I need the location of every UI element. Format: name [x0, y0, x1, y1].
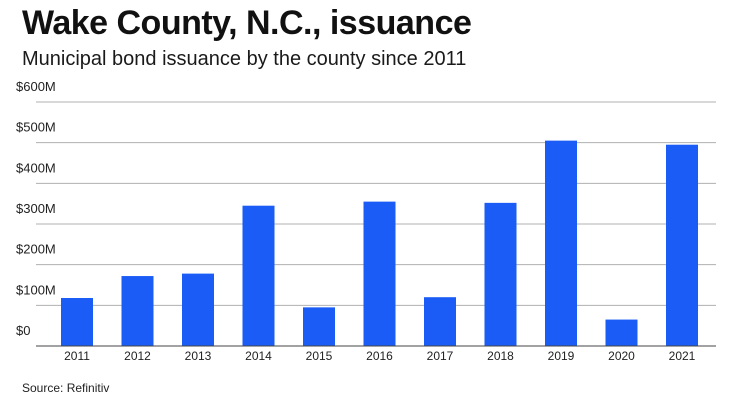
bar-2016 — [363, 201, 396, 346]
y-tick-label: $400M — [16, 160, 56, 175]
y-axis-labels: $0 $100M $200M $300M $400M $500M $600M — [16, 79, 56, 338]
chart-subtitle: Municipal bond issuance by the county si… — [22, 48, 467, 70]
bar-2012 — [121, 276, 154, 346]
y-tick-label: $0 — [16, 323, 30, 338]
x-tick-label: 2016 — [366, 349, 393, 363]
y-tick-label: $100M — [16, 282, 56, 297]
bars — [61, 140, 698, 346]
bar-2021 — [666, 144, 698, 346]
bar-2019 — [545, 140, 577, 346]
x-tick-label: 2013 — [185, 349, 212, 363]
x-tick-label: 2019 — [548, 349, 575, 363]
x-tick-label: 2020 — [608, 349, 635, 363]
chart-title: Wake County, N.C., issuance — [22, 4, 472, 42]
x-tick-label: 2015 — [306, 349, 333, 363]
x-tick-label: 2018 — [487, 349, 514, 363]
x-tick-label: 2017 — [427, 349, 454, 363]
bar-2017 — [424, 297, 456, 346]
y-tick-label: $300M — [16, 201, 56, 216]
y-tick-label: $200M — [16, 242, 56, 257]
x-tick-label: 2014 — [245, 349, 272, 363]
y-tick-label: $500M — [16, 120, 56, 135]
bar-2018 — [484, 202, 517, 346]
bar-2020 — [605, 319, 638, 346]
source-note: Source: Refinitiv — [22, 381, 110, 395]
x-axis-labels: 2011 2012 2013 2014 2015 2016 2017 2018 2019 2020… — [64, 349, 696, 363]
bar-2015 — [303, 307, 335, 346]
bar-2014 — [242, 205, 275, 346]
x-tick-label: 2012 — [124, 349, 151, 363]
bar-2011 — [61, 298, 93, 346]
y-tick-label: $600M — [16, 79, 56, 94]
x-tick-label: 2021 — [669, 349, 696, 363]
bar-2013 — [182, 273, 214, 346]
x-tick-label: 2011 — [64, 349, 90, 363]
